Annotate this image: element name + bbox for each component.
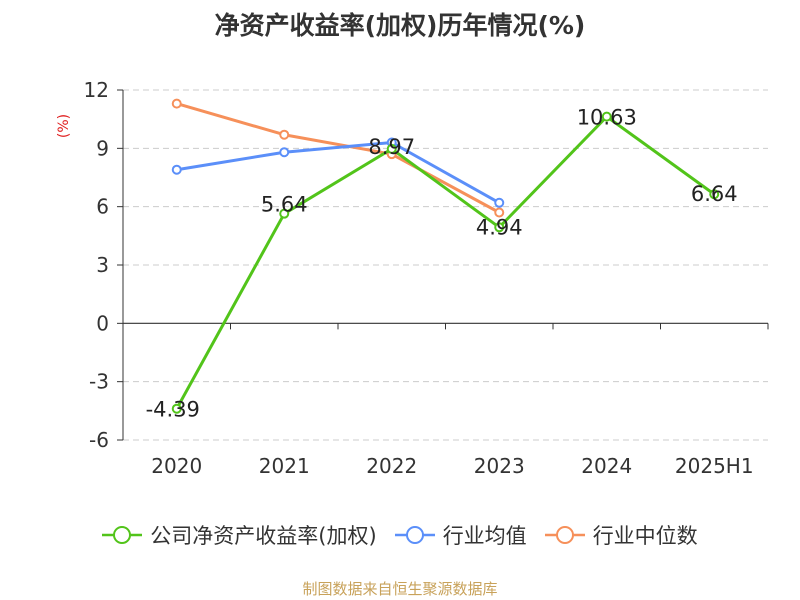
data-label: 4.94 — [476, 215, 523, 239]
y-axis-label: (%) — [56, 114, 72, 138]
data-label: 10.63 — [577, 106, 637, 130]
data-label: 6.64 — [691, 182, 738, 206]
x-tick-label: 2025H1 — [675, 454, 754, 478]
x-tick-label: 2023 — [474, 454, 525, 478]
legend-item-company[interactable]: 公司净资产收益率(加权) — [102, 520, 377, 550]
legend-label-company: 公司净资产收益率(加权) — [150, 524, 377, 548]
series-line — [175, 115, 716, 410]
data-point — [386, 143, 397, 154]
data-point — [279, 129, 290, 140]
y-tick-label: 12 — [84, 78, 109, 102]
series-line — [176, 102, 500, 214]
data-point — [171, 403, 182, 414]
y-tick-label: -3 — [89, 370, 109, 394]
legend-marker-industry-avg — [394, 526, 435, 544]
legend-marker-company — [102, 526, 143, 544]
x-tick-label: 2024 — [581, 454, 632, 478]
x-tick-label: 2020 — [151, 454, 202, 478]
data-point — [494, 222, 505, 233]
data-point — [279, 208, 290, 219]
y-tick-label: 6 — [96, 195, 109, 219]
legend: 公司净资产收益率(加权) 行业均值 行业中位数 — [0, 520, 800, 550]
data-point — [171, 98, 182, 109]
line-chart: -6 -3 0 3 6 9 12 2020 2021 2022 2023 2024 2025H1 (%)… — [56, 78, 769, 478]
y-tick-label: 0 — [96, 311, 109, 335]
data-label: 8.97 — [368, 135, 415, 159]
data-point — [494, 207, 505, 218]
data-labels: -4.39 5.64 8.97 4.94 10.63 6.64 — [146, 106, 738, 422]
x-tick-label: 2021 — [259, 454, 310, 478]
axes: -6 -3 0 3 6 9 12 2020 2021 2022 2023 2024 2025H1 — [84, 78, 769, 478]
series-line — [176, 141, 500, 205]
chart-title: 净资产收益率(加权)历年情况(%) — [214, 11, 586, 40]
data-point — [709, 189, 720, 200]
legend-label-industry-median: 行业中位数 — [592, 524, 698, 548]
y-tick-label: 9 — [96, 136, 109, 160]
grid-lines — [123, 89, 768, 441]
data-point — [601, 111, 612, 122]
x-tick-label: 2022 — [366, 454, 417, 478]
series-lines — [171, 98, 720, 414]
data-label: 5.64 — [261, 193, 308, 217]
legend-label-industry-avg: 行业均值 — [442, 524, 527, 548]
y-tick-label: 3 — [96, 253, 109, 277]
data-point — [279, 147, 290, 158]
legend-item-industry-median[interactable]: 行业中位数 — [544, 520, 698, 550]
data-source-note: 制图数据来自恒生聚源数据库 — [302, 580, 498, 598]
legend-item-industry-avg[interactable]: 行业均值 — [394, 520, 527, 550]
legend-marker-industry-median — [544, 526, 585, 544]
data-point — [171, 164, 182, 175]
data-point — [494, 197, 505, 208]
data-label: -4.39 — [146, 398, 200, 422]
y-tick-label: -6 — [89, 428, 109, 452]
